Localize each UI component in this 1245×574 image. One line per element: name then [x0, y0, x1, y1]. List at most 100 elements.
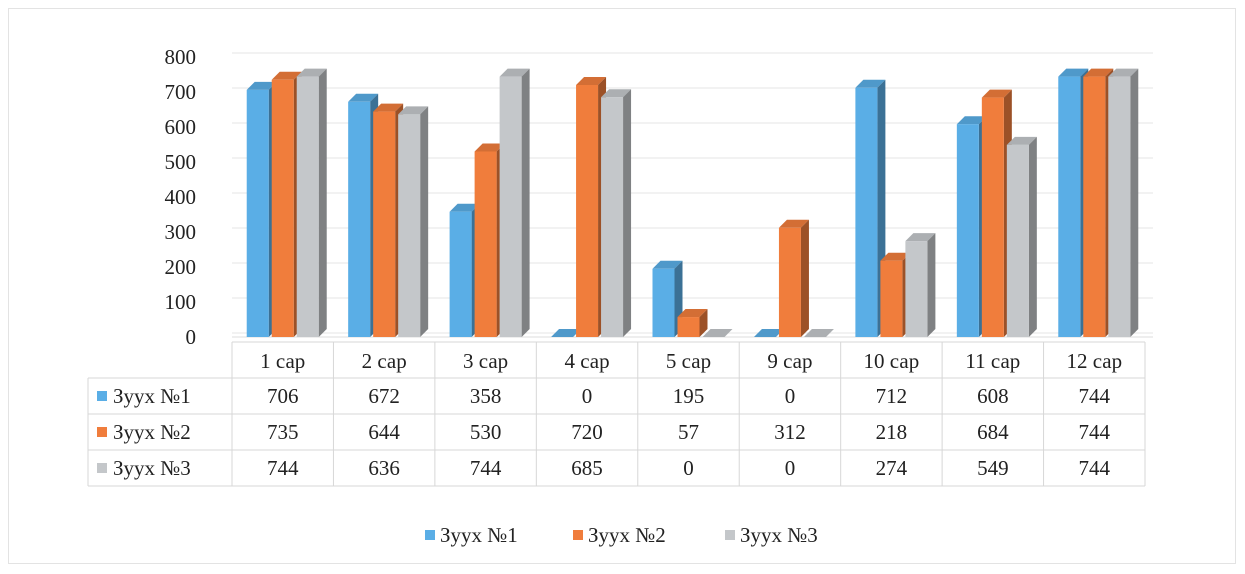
bar-top-face [803, 329, 834, 337]
table-legend-key [97, 463, 107, 473]
bar-front-face [576, 85, 599, 337]
bar-top-face [880, 252, 911, 261]
bar-top-face [1058, 68, 1089, 77]
bar-top-face [246, 81, 277, 90]
table-legend-key [97, 427, 107, 437]
y-axis: 0 100 200 300 400 500 600 700 800 [165, 45, 197, 349]
table-cell-value: 195 [673, 384, 705, 408]
bar-side-face [699, 309, 708, 337]
bar-top-face [652, 260, 683, 269]
table-cell-value: 608 [977, 384, 1009, 408]
bar-top-face [1108, 68, 1139, 77]
legend: Зуух №1 Зуух №2 Зуух №3 [425, 523, 818, 547]
bar-front-face [1058, 76, 1081, 337]
bar-front-face [449, 211, 472, 337]
y-tick-label: 800 [165, 45, 197, 69]
bar [677, 309, 708, 337]
bar-side-face [420, 106, 429, 338]
legend-entry: Зуух №2 [573, 523, 666, 547]
bar-front-face [271, 79, 294, 337]
bar-front-face [956, 124, 979, 337]
bar-front-face [398, 114, 421, 338]
bar [296, 68, 327, 337]
bar-front-face [1108, 76, 1131, 337]
x-category-label: 3 сар [463, 349, 508, 373]
bar-front-face [905, 241, 928, 337]
bar [702, 329, 733, 337]
y-tick-label: 600 [165, 115, 197, 139]
bar-side-face [927, 233, 936, 337]
bar-top-face [855, 79, 886, 88]
bar-front-face [880, 260, 903, 337]
x-category-label: 10 сар [864, 349, 920, 373]
bar [398, 106, 429, 338]
bar [753, 329, 784, 337]
table-cell-value: 0 [785, 456, 796, 480]
bar [778, 219, 809, 337]
table-cell-value: 706 [267, 384, 299, 408]
table-cell-value: 218 [876, 420, 908, 444]
table-cell-value: 720 [571, 420, 603, 444]
bar [1006, 136, 1037, 337]
table-cell-value: 744 [470, 456, 502, 480]
bar-top-face [499, 68, 530, 77]
bar-front-face [348, 101, 371, 337]
table-cell-value: 684 [977, 420, 1009, 444]
legend-label: Зуух №2 [588, 523, 666, 547]
x-category-label: 12 сар [1066, 349, 1122, 373]
bar-front-face [499, 76, 522, 337]
bar-front-face [778, 227, 801, 337]
legend-entry: Зуух №1 [425, 523, 518, 547]
data-table: 1 сар 2 сар 3 сар 4 сар 5 сар 9 сар 10 сар 11 с… [87, 341, 1146, 487]
table-cell-value: 636 [368, 456, 400, 480]
table-row-label: Зуух №1 [113, 384, 191, 408]
table-cell-value: 0 [683, 456, 694, 480]
bar-top-face [449, 203, 480, 212]
bar-front-face [1006, 144, 1029, 337]
table-cell-value: 744 [1079, 384, 1111, 408]
bar-top-face [1006, 136, 1037, 145]
bar-top-face [576, 77, 607, 85]
x-category-label: 1 сар [260, 349, 305, 373]
bar [803, 329, 834, 337]
bar-top-face [956, 116, 987, 125]
bar-top-face [601, 89, 632, 98]
table-cell-value: 744 [1079, 456, 1111, 480]
table-cell-value: 735 [267, 420, 299, 444]
bar-top-face [905, 233, 936, 242]
y-tick-label: 0 [186, 325, 197, 349]
x-category-label: 5 сар [666, 349, 711, 373]
bar [1108, 68, 1139, 337]
bar-top-face [551, 329, 582, 337]
table-cell-value: 712 [876, 384, 908, 408]
x-category-label: 2 сар [362, 349, 407, 373]
bar-front-face [1083, 76, 1106, 337]
table-cell-value: 0 [785, 384, 796, 408]
table-cell-value: 312 [774, 420, 806, 444]
table-cell-value: 530 [470, 420, 502, 444]
y-tick-label: 200 [165, 255, 197, 279]
bar-front-face [601, 97, 624, 337]
bar-side-face [1130, 68, 1139, 337]
table-legend-key [97, 391, 107, 401]
table-cell-value: 274 [876, 456, 908, 480]
bar-top-face [702, 329, 733, 337]
table-cell-value: 685 [571, 456, 603, 480]
bar-top-face [348, 93, 379, 102]
legend-label: Зуух №1 [440, 523, 518, 547]
y-tick-label: 500 [165, 150, 197, 174]
bars [246, 68, 1139, 338]
bar-top-face [474, 143, 505, 152]
bar-top-face [981, 89, 1012, 98]
bar-front-face [246, 89, 269, 338]
x-category-label: 4 сар [564, 349, 609, 373]
legend-key [725, 530, 735, 540]
bar-front-face [652, 268, 675, 337]
bar [499, 68, 530, 337]
bar-top-face [677, 309, 708, 318]
bar-top-face [753, 329, 784, 337]
table-row-label: Зуух №3 [113, 456, 191, 480]
bar-top-face [271, 71, 302, 80]
bar [905, 233, 936, 337]
